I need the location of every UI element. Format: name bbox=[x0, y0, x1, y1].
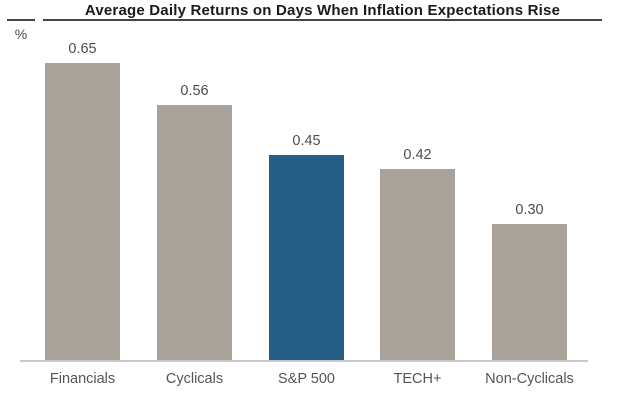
x-axis-label: TECH+ bbox=[393, 371, 442, 387]
x-axis-label: Non-Cyclicals bbox=[485, 371, 574, 387]
unit-dash-line bbox=[7, 19, 35, 21]
bar-value-label: 0.42 bbox=[403, 147, 432, 163]
bar-value-label: 0.45 bbox=[292, 133, 321, 149]
bar-value-label: 0.65 bbox=[68, 41, 97, 57]
title-underline bbox=[43, 19, 602, 21]
y-axis-unit-label: % bbox=[14, 26, 28, 42]
x-axis-label: Cyclicals bbox=[165, 371, 224, 387]
bar-value-label: 0.30 bbox=[515, 202, 544, 218]
x-axis-label: Financials bbox=[49, 371, 116, 387]
bar-cyclicals bbox=[157, 105, 232, 360]
chart-title: Average Daily Returns on Days When Infla… bbox=[84, 2, 561, 19]
x-axis-label: S&P 500 bbox=[278, 371, 335, 387]
bar-non-cyclicals bbox=[492, 224, 567, 360]
bar-value-label: 0.56 bbox=[180, 83, 209, 99]
bar-s-p-500 bbox=[269, 155, 344, 360]
bar-financials bbox=[45, 63, 120, 360]
bar-tech- bbox=[380, 169, 455, 360]
x-axis-line bbox=[20, 360, 588, 362]
